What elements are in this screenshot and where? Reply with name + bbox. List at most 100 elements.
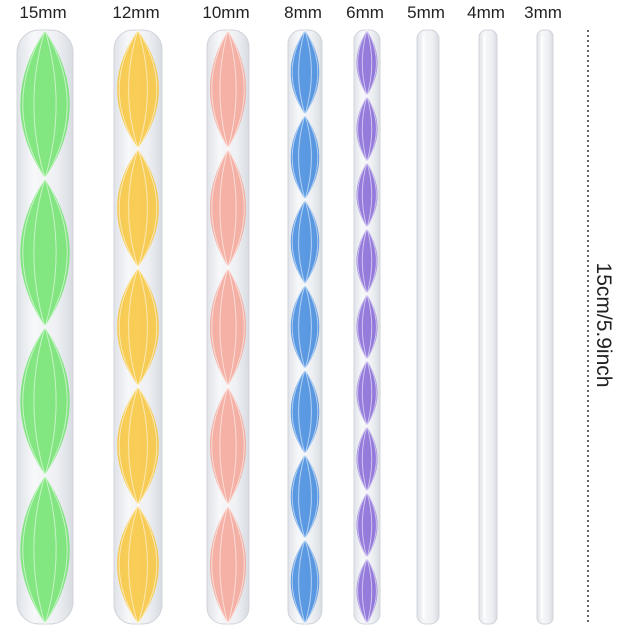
- twist-stripe: [366, 227, 377, 295]
- rod: [536, 29, 554, 625]
- size-label: 3mm: [524, 3, 562, 22]
- twist-stripe: [44, 326, 68, 476]
- rod-body: [536, 29, 554, 625]
- twist-lens: [117, 386, 159, 506]
- twist-stripe: [304, 114, 312, 200]
- twist-stripe: [304, 284, 319, 370]
- twist-stripe: [128, 267, 139, 387]
- twist-lens: [356, 360, 378, 426]
- twist-stripe: [33, 326, 46, 476]
- twist-stripe: [118, 504, 139, 625]
- twist-lens: [290, 369, 320, 455]
- twist-stripe: [357, 491, 368, 559]
- twist-stripe: [361, 29, 368, 97]
- twist-lens: [356, 294, 378, 360]
- twist-stripe: [137, 504, 158, 625]
- twist-stripe: [22, 29, 46, 179]
- twist-lens: [290, 454, 320, 540]
- twist-stripe: [357, 557, 368, 625]
- twist-stripe: [304, 29, 312, 116]
- twist-stripe: [211, 148, 229, 268]
- twist-lens: [356, 492, 378, 558]
- twist-stripe: [366, 95, 377, 163]
- twist-stripe: [291, 199, 306, 285]
- twist-lens: [356, 558, 378, 624]
- twist-stripe: [291, 29, 306, 116]
- twist-lens: [20, 30, 70, 179]
- twist-stripe: [137, 505, 148, 625]
- twist-stripe: [291, 454, 306, 540]
- twist-stripe: [298, 369, 306, 455]
- dimension-label: 15cm/5.9inch: [592, 263, 615, 388]
- rod-body: [416, 29, 440, 625]
- twist-stripe: [366, 557, 373, 625]
- rod: [206, 29, 250, 625]
- twist-lens: [356, 426, 378, 492]
- twist-stripe: [357, 359, 368, 427]
- twist-stripe: [137, 148, 148, 268]
- twist-stripe: [44, 29, 68, 179]
- twist-stripe: [137, 267, 158, 387]
- twist-stripe: [227, 386, 237, 506]
- twist-stripe: [137, 386, 158, 506]
- twist-stripe: [298, 199, 306, 285]
- twist-stripe: [304, 199, 312, 285]
- twist-lens: [290, 199, 320, 285]
- twist-stripe: [291, 114, 306, 200]
- twist-stripe: [304, 538, 319, 625]
- twist-stripe: [44, 475, 57, 625]
- twist-stripe: [227, 148, 237, 268]
- twist-lens: [20, 178, 70, 327]
- size-label: 5mm: [407, 3, 445, 22]
- twist-stripe: [361, 491, 368, 559]
- twist-stripe: [22, 475, 46, 625]
- twist-stripe: [211, 29, 229, 150]
- size-label: 10mm: [202, 3, 249, 22]
- rod: [287, 29, 323, 625]
- twist-stripe: [137, 29, 148, 149]
- twist-stripe: [118, 386, 139, 506]
- twist-stripe: [44, 475, 68, 625]
- twist-stripe: [361, 95, 368, 163]
- twist-stripe: [361, 359, 368, 427]
- twist-stripe: [357, 29, 368, 97]
- twist-stripe: [304, 369, 312, 455]
- twist-lens: [20, 475, 70, 624]
- twist-stripe: [304, 29, 319, 116]
- twist-lens: [117, 148, 159, 268]
- twist-stripe: [366, 161, 373, 229]
- twist-lens: [356, 30, 378, 96]
- twist-stripe: [366, 359, 373, 427]
- twist-stripe: [128, 29, 139, 149]
- twist-stripe: [211, 504, 229, 625]
- twist-stripe: [357, 425, 368, 493]
- twist-stripe: [211, 267, 229, 387]
- twist-stripe: [33, 29, 46, 179]
- twist-lens: [209, 148, 247, 268]
- twist-stripe: [366, 359, 377, 427]
- size-label: 8mm: [284, 3, 322, 22]
- twist-stripe: [361, 293, 368, 361]
- twist-stripe: [366, 29, 377, 97]
- twist-lens: [290, 30, 320, 115]
- twist-stripe: [361, 161, 368, 229]
- twist-stripe: [361, 227, 368, 295]
- twist-stripe: [211, 386, 229, 506]
- size-label: 4mm: [467, 3, 505, 22]
- twist-stripe: [357, 161, 368, 229]
- twist-stripe: [118, 29, 139, 150]
- twist-stripe: [298, 114, 306, 200]
- twist-stripe: [33, 475, 46, 625]
- rod-body: [478, 29, 498, 625]
- twist-stripe: [361, 425, 368, 493]
- twist-stripe: [304, 538, 312, 625]
- twist-stripe: [33, 178, 46, 328]
- twist-stripe: [366, 227, 373, 295]
- twist-stripe: [304, 454, 312, 540]
- twist-stripe: [366, 95, 373, 163]
- twist-stripe: [291, 369, 306, 455]
- twist-lens: [290, 114, 320, 200]
- twist-lens: [290, 284, 320, 370]
- twist-lens: [356, 162, 378, 228]
